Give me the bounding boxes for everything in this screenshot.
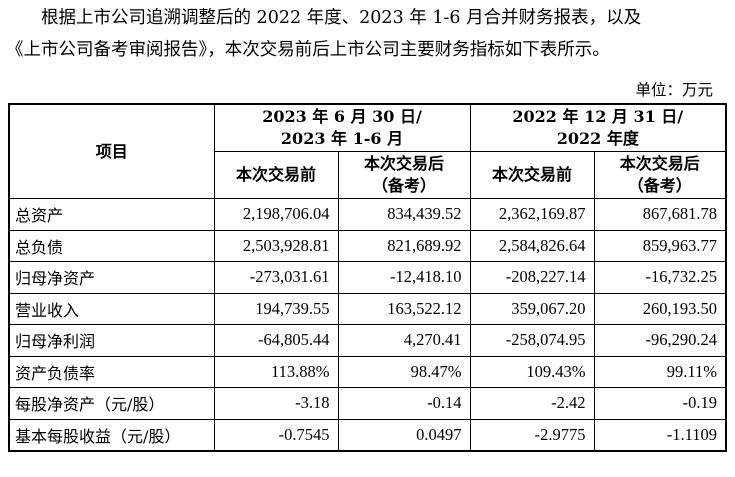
sub-header-after-2023-line2: （备考） [372, 176, 437, 195]
table-row: 基本每股收益（元/股） -0.7545 0.0497 -2.9775 -1.11… [8, 418, 727, 452]
cell-2022-after: -0.19 [593, 387, 727, 420]
cell-2023-after: 4,270.41 [337, 324, 471, 357]
cell-2022-after: 859,963.77 [593, 229, 727, 262]
cell-2022-before: -2.42 [469, 387, 595, 420]
sub-header-after-2022: 本次交易后 （备考） [593, 151, 727, 199]
cell-2022-before: -2.9775 [469, 418, 595, 452]
period-header-2022: 2022 年 12 月 31 日/ 2022 年度 [469, 103, 727, 152]
unit-label: 单位：万元 [635, 81, 713, 99]
row-label: 每股净资产（元/股） [8, 387, 215, 420]
cell-2023-before: 194,739.55 [213, 292, 339, 325]
table-row: 每股净资产（元/股） -3.18 -0.14 -2.42 -0.19 [8, 387, 727, 420]
cell-2022-after: 99.11% [593, 355, 727, 388]
table-row: 资产负债率 113.88% 98.47% 109.43% 99.11% [8, 355, 727, 388]
cell-2022-after: 867,681.78 [593, 198, 727, 231]
cell-2022-before: -258,074.95 [469, 324, 595, 357]
sub-header-before-2022: 本次交易前 [469, 151, 595, 199]
row-label: 归母净利润 [8, 324, 215, 357]
cell-2023-after: -12,418.10 [337, 261, 471, 294]
item-header: 项目 [8, 103, 215, 199]
cell-2023-before: -64,805.44 [213, 324, 339, 357]
cell-2023-after: 98.47% [337, 355, 471, 388]
sub-header-before-2023: 本次交易前 [213, 151, 339, 199]
table-row: 归母净利润 -64,805.44 4,270.41 -258,074.95 -9… [8, 324, 727, 357]
period-header-2023-line2: 2023 年 1-6 月 [280, 129, 404, 148]
cell-2022-after: -1.1109 [593, 418, 727, 452]
sub-header-after-2023-line1: 本次交易后 [364, 154, 445, 173]
sub-header-after-2022-line2: （备考） [627, 176, 692, 195]
table-row: 总资产 2,198,706.04 834,439.52 2,362,169.87… [8, 198, 727, 231]
period-header-2022-line2: 2022 年度 [556, 129, 639, 148]
cell-2022-before: 2,584,826.64 [469, 229, 595, 262]
cell-2022-after: -16,732.25 [593, 261, 727, 294]
cell-2022-before: 359,067.20 [469, 292, 595, 325]
row-label: 资产负债率 [8, 355, 215, 388]
cell-2023-before: 2,503,928.81 [213, 229, 339, 262]
cell-2023-after: -0.14 [337, 387, 471, 420]
sub-header-after-2023: 本次交易后 （备考） [337, 151, 471, 199]
cell-2023-after: 0.0497 [337, 418, 471, 452]
period-header-2022-line1: 2022 年 12 月 31 日/ [512, 107, 684, 126]
cell-2023-before: 2,198,706.04 [213, 198, 339, 231]
period-header-2023: 2023 年 6 月 30 日/ 2023 年 1-6 月 [213, 103, 471, 152]
cell-2023-before: -273,031.61 [213, 261, 339, 294]
row-label: 总资产 [8, 198, 215, 231]
cell-2023-before: -3.18 [213, 387, 339, 420]
table-header-row-periods: 项目 2023 年 6 月 30 日/ 2023 年 1-6 月 2022 年 … [8, 103, 727, 199]
cell-2022-after: 260,193.50 [593, 292, 727, 325]
table-row: 归母净资产 -273,031.61 -12,418.10 -208,227.14… [8, 261, 727, 294]
row-label: 归母净资产 [8, 261, 215, 294]
cell-2023-before: -0.7545 [213, 418, 339, 452]
cell-2022-before: 2,362,169.87 [469, 198, 595, 231]
cell-2022-before: -208,227.14 [469, 261, 595, 294]
row-label: 基本每股收益（元/股） [8, 418, 215, 452]
period-header-2023-line1: 2023 年 6 月 30 日/ [262, 107, 422, 126]
table-header-row-sub: 本次交易前 本次交易后 （备考） 本次交易前 本次交易后 （备考） [9, 151, 727, 199]
intro-paragraph-line1: 根据上市公司追溯调整后的 2022 年度、2023 年 1-6 月合并财务报表，… [41, 8, 642, 28]
cell-2023-after: 834,439.52 [337, 198, 471, 231]
row-label: 营业收入 [8, 292, 215, 325]
sub-header-after-2022-line1: 本次交易后 [619, 154, 700, 173]
intro-paragraph-line2: 《上市公司备考审阅报告》，本次交易前后上市公司主要财务指标如下表所示。 [6, 40, 610, 60]
cell-2022-before: 109.43% [469, 355, 595, 388]
cell-2023-before: 113.88% [213, 355, 339, 388]
financial-indicators-table: 项目 2023 年 6 月 30 日/ 2023 年 1-6 月 2022 年 … [8, 103, 728, 452]
cell-2022-after: -96,290.24 [593, 324, 727, 357]
table-row: 总负债 2,503,928.81 821,689.92 2,584,826.64… [8, 229, 727, 262]
row-label: 总负债 [8, 229, 215, 262]
cell-2023-after: 821,689.92 [337, 229, 471, 262]
cell-2023-after: 163,522.12 [337, 292, 471, 325]
table-row: 营业收入 194,739.55 163,522.12 359,067.20 26… [8, 292, 727, 325]
